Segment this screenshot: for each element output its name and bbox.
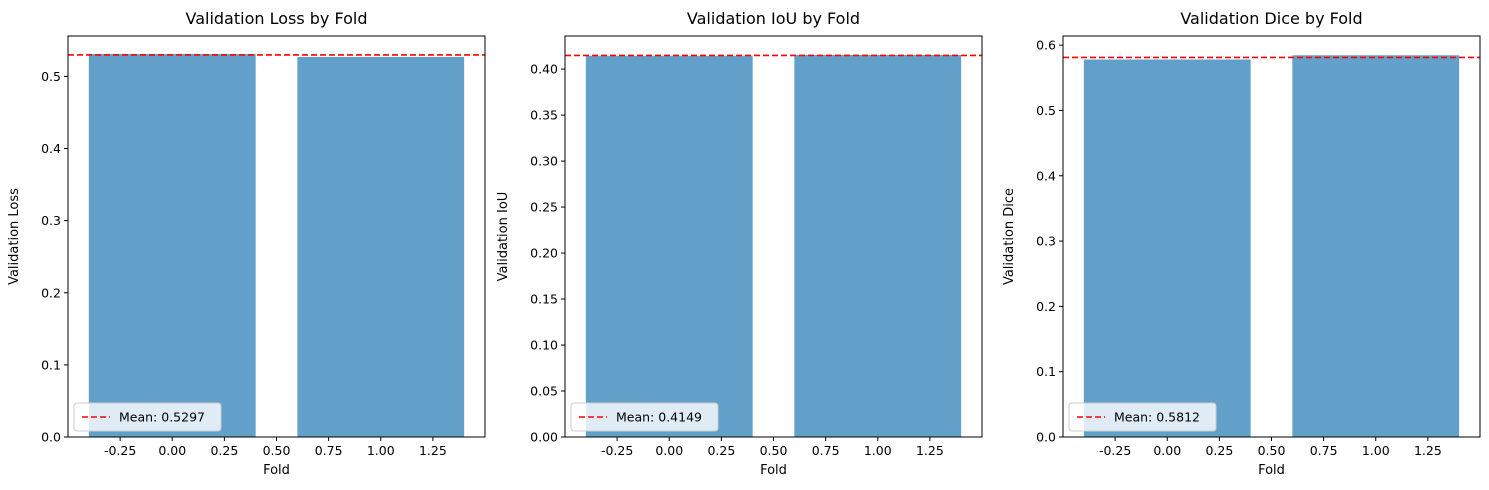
x-tick-label: 0.75 [315,443,343,458]
legend-label: Mean: 0.4149 [616,410,702,425]
y-tick-label: 0.0 [1036,430,1056,445]
chart-title: Validation IoU by Fold [687,9,860,28]
x-tick-label: 0.00 [655,443,683,458]
bar-fold-0 [585,55,753,438]
x-tick-label: 1.25 [1414,443,1442,458]
y-tick-label: 0.2 [41,285,61,300]
y-axis-label: Validation Loss [7,188,22,285]
legend-label: Mean: 0.5297 [119,410,205,425]
legend: Mean: 0.5297 [73,402,222,432]
bar-fold-1 [297,56,465,437]
legend-box [1068,402,1217,432]
x-tick-label: 0.00 [1153,443,1181,458]
y-tick-label: 0.10 [530,338,558,353]
chart-panel-2: -0.25 0.00 0.25 0.50 0.75 1.00 1.25 0.00 0.05 0.1… [496,9,983,478]
x-tick-label: 1.00 [367,443,395,458]
y-tick-label: 0.05 [530,384,558,399]
x-tick-label: 0.00 [158,443,186,458]
y-tick-label: 0.5 [1036,103,1056,118]
y-tick-label: 0.4 [1036,168,1056,183]
y-tick-label: 0.30 [530,154,558,169]
y-tick-label: 0.5 [41,69,61,84]
legend-label: Mean: 0.5812 [1114,410,1200,425]
y-tick-label: 0.20 [530,246,558,261]
x-tick-label: 0.25 [1205,443,1233,458]
y-tick-label: 0.4 [41,141,61,156]
x-tick-label: 1.25 [916,443,944,458]
x-tick-label: 0.50 [263,443,291,458]
legend: Mean: 0.5812 [1068,402,1217,432]
y-tick-label: 0.3 [1036,234,1056,249]
x-axis-label: Fold [1258,463,1285,478]
legend-box [73,402,222,432]
x-tick-label: 0.50 [1258,443,1286,458]
x-tick-label: 0.25 [210,443,238,458]
x-axis-label: Fold [760,463,787,478]
bar-fold-1 [794,55,962,438]
y-tick-label: 0.1 [1036,364,1056,379]
x-tick-label: -0.25 [104,443,136,458]
y-tick-label: 0.0 [41,430,61,445]
chart-title: Validation Loss by Fold [185,9,367,28]
x-tick-label: 1.00 [1362,443,1390,458]
y-tick-label: 0.40 [530,62,558,77]
chart-title: Validation Dice by Fold [1180,9,1362,28]
chart-panel-3: -0.25 0.00 0.25 0.50 0.75 1.00 1.25 0.0 0.1 0.2 0.… [1002,9,1481,478]
y-axis-label: Validation IoU [496,192,511,282]
x-tick-label: 0.75 [1310,443,1338,458]
y-tick-label: 0.3 [41,213,61,228]
y-tick-label: 0.25 [530,200,558,215]
bar-fold-0 [88,54,256,437]
x-tick-label: 1.25 [419,443,447,458]
bar-fold-1 [1292,55,1460,437]
y-tick-label: 0.35 [530,108,558,123]
bar-fold-0 [1083,59,1251,437]
y-tick-label: 0.2 [1036,299,1056,314]
x-axis-label: Fold [263,463,290,478]
y-tick-label: 0.1 [41,357,61,372]
legend-box [570,402,719,432]
legend: Mean: 0.4149 [570,402,719,432]
y-tick-label: 0.6 [1036,38,1056,53]
y-tick-label: 0.15 [530,292,558,307]
x-tick-label: 0.50 [760,443,788,458]
chart-panel-1: -0.25 0.00 0.25 0.50 0.75 1.00 1.25 0.0 0.1 0.2 0.… [7,9,486,478]
x-tick-label: 1.00 [864,443,892,458]
y-axis-label: Validation Dice [1002,188,1017,285]
y-tick-label: 0.00 [530,430,558,445]
x-tick-label: -0.25 [1099,443,1131,458]
x-tick-label: 0.75 [812,443,840,458]
x-tick-label: 0.25 [707,443,735,458]
x-tick-label: -0.25 [601,443,633,458]
